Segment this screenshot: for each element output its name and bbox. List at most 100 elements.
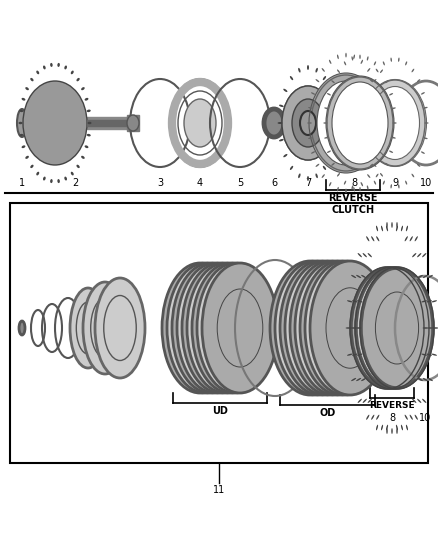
Ellipse shape [431, 353, 437, 356]
Ellipse shape [83, 282, 127, 374]
Ellipse shape [18, 122, 22, 124]
Ellipse shape [373, 164, 376, 167]
Ellipse shape [71, 70, 74, 74]
Ellipse shape [422, 399, 426, 403]
Ellipse shape [373, 79, 376, 82]
Text: UD: UD [212, 406, 228, 416]
Ellipse shape [361, 275, 366, 278]
Ellipse shape [357, 300, 363, 302]
Ellipse shape [374, 181, 376, 184]
Ellipse shape [334, 122, 339, 124]
Ellipse shape [283, 154, 287, 157]
Ellipse shape [367, 399, 372, 403]
Ellipse shape [385, 80, 389, 83]
Ellipse shape [19, 321, 25, 335]
Ellipse shape [367, 253, 372, 257]
Ellipse shape [363, 399, 367, 403]
Ellipse shape [386, 225, 388, 231]
Ellipse shape [332, 82, 388, 164]
Ellipse shape [417, 79, 420, 82]
Ellipse shape [317, 81, 375, 165]
Ellipse shape [323, 166, 326, 170]
Ellipse shape [25, 156, 29, 159]
Ellipse shape [30, 165, 34, 168]
Ellipse shape [410, 415, 413, 420]
Ellipse shape [292, 99, 324, 147]
Ellipse shape [337, 187, 339, 191]
Ellipse shape [321, 68, 325, 72]
Ellipse shape [315, 79, 319, 82]
Ellipse shape [308, 137, 313, 139]
Ellipse shape [396, 425, 398, 430]
Ellipse shape [359, 187, 361, 191]
Ellipse shape [87, 110, 91, 112]
Ellipse shape [88, 122, 92, 124]
Ellipse shape [275, 261, 355, 395]
Ellipse shape [379, 107, 384, 109]
Ellipse shape [85, 146, 88, 148]
Ellipse shape [329, 182, 332, 187]
Ellipse shape [421, 92, 425, 94]
Ellipse shape [50, 179, 53, 183]
Ellipse shape [290, 261, 370, 395]
Ellipse shape [328, 154, 333, 157]
Ellipse shape [370, 164, 373, 167]
Text: 7: 7 [305, 178, 311, 188]
Text: 1: 1 [19, 178, 25, 188]
Ellipse shape [346, 327, 351, 329]
Ellipse shape [360, 60, 363, 64]
Ellipse shape [77, 165, 80, 168]
Ellipse shape [371, 86, 420, 159]
Ellipse shape [417, 253, 421, 257]
Ellipse shape [406, 225, 408, 231]
Ellipse shape [396, 428, 398, 434]
Ellipse shape [389, 150, 393, 153]
Ellipse shape [377, 151, 381, 154]
Bar [10, 203, 428, 463]
Ellipse shape [356, 327, 361, 329]
Ellipse shape [357, 353, 363, 356]
Ellipse shape [401, 225, 403, 231]
Ellipse shape [21, 98, 25, 101]
Ellipse shape [305, 261, 385, 395]
Ellipse shape [308, 107, 313, 109]
Ellipse shape [279, 104, 284, 107]
Ellipse shape [433, 327, 438, 329]
Ellipse shape [363, 253, 367, 257]
Ellipse shape [192, 263, 268, 393]
Ellipse shape [264, 109, 284, 137]
Ellipse shape [406, 425, 408, 430]
Ellipse shape [424, 138, 427, 139]
Ellipse shape [364, 79, 427, 166]
Ellipse shape [358, 253, 362, 257]
Ellipse shape [381, 225, 383, 231]
Ellipse shape [371, 415, 374, 420]
Ellipse shape [392, 107, 396, 109]
Ellipse shape [361, 268, 433, 388]
Ellipse shape [290, 76, 293, 80]
Ellipse shape [50, 63, 53, 67]
Ellipse shape [367, 68, 371, 72]
Ellipse shape [398, 58, 399, 62]
Ellipse shape [337, 173, 340, 176]
Ellipse shape [311, 92, 315, 95]
Ellipse shape [356, 378, 361, 381]
Ellipse shape [298, 68, 300, 72]
Ellipse shape [331, 80, 335, 83]
Ellipse shape [398, 184, 399, 189]
Ellipse shape [353, 187, 355, 191]
Ellipse shape [282, 86, 334, 160]
Ellipse shape [43, 66, 46, 69]
Ellipse shape [71, 172, 74, 175]
Text: REVERSE
CLUTCH: REVERSE CLUTCH [328, 193, 378, 215]
Ellipse shape [391, 222, 393, 228]
Ellipse shape [329, 60, 332, 64]
Ellipse shape [401, 425, 403, 430]
Ellipse shape [421, 300, 427, 302]
Ellipse shape [351, 275, 356, 278]
Ellipse shape [396, 225, 398, 231]
Ellipse shape [310, 261, 390, 395]
Ellipse shape [290, 166, 293, 170]
Ellipse shape [85, 98, 88, 101]
Ellipse shape [412, 174, 414, 177]
